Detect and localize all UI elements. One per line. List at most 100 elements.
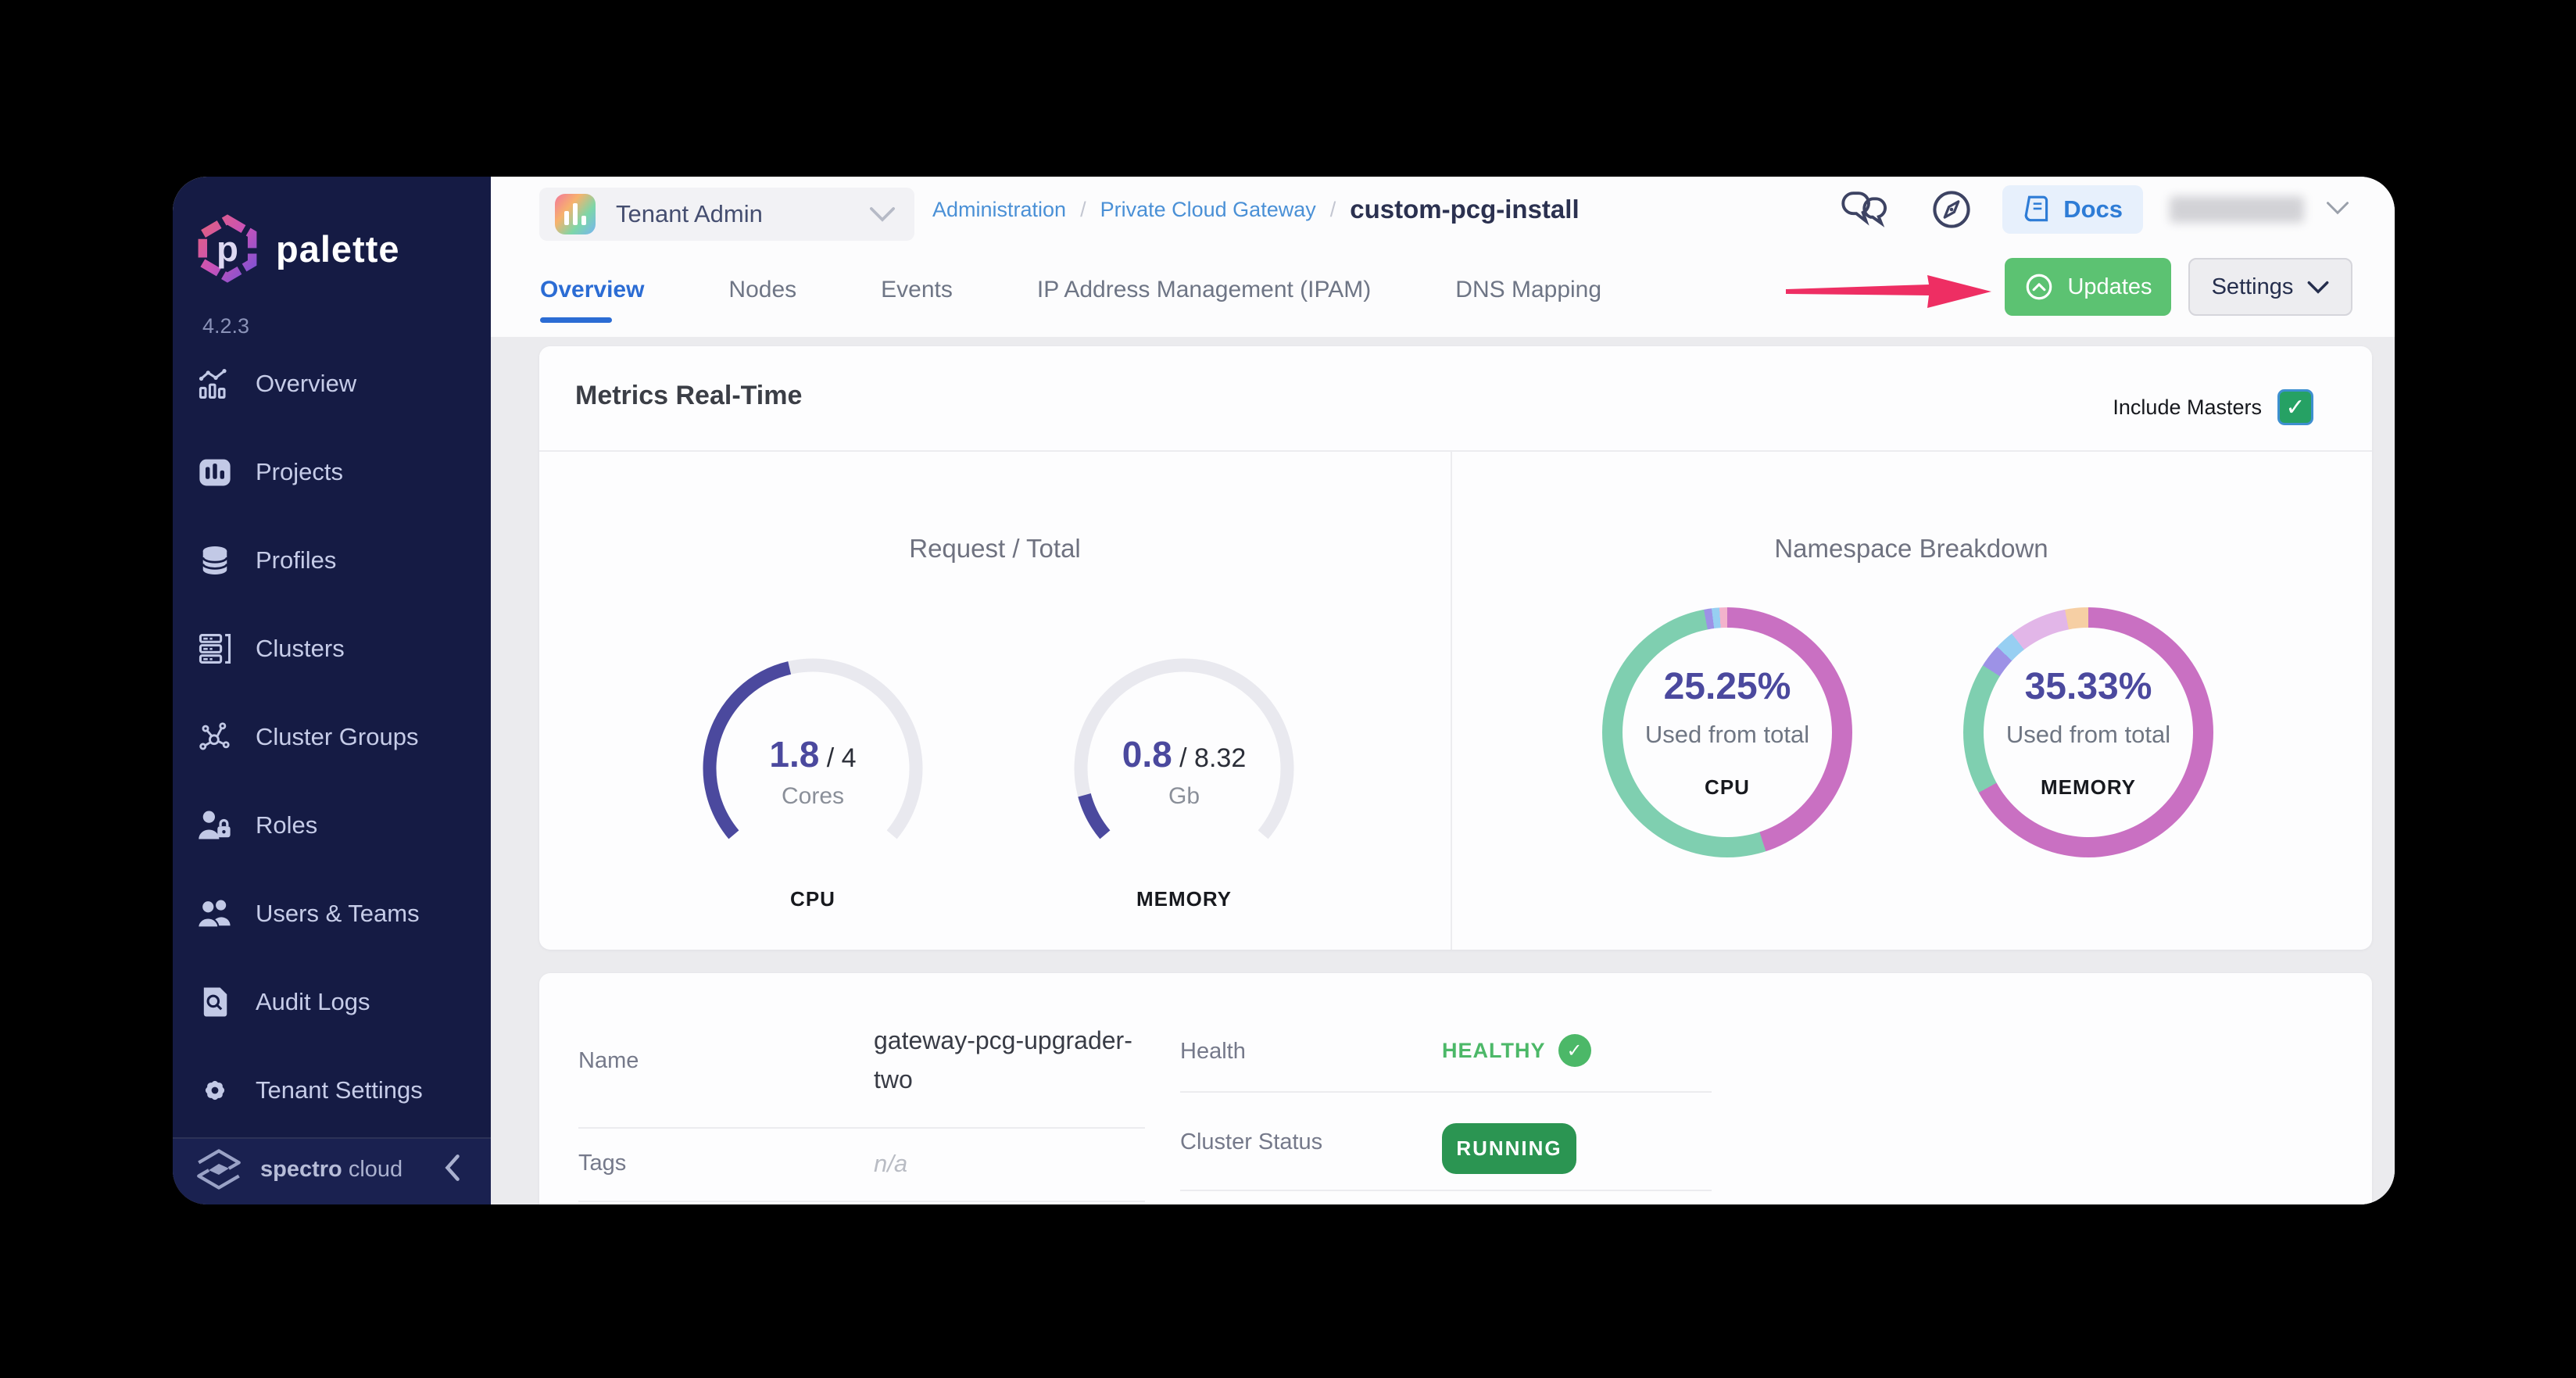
docs-button[interactable]: Docs xyxy=(2002,185,2143,234)
user-menu-button[interactable] xyxy=(2326,201,2349,219)
health-value: HEALTHY xyxy=(1442,1038,1546,1062)
sidebar-item-label: Audit Logs xyxy=(256,987,370,1015)
sidebar-item-label: Overview xyxy=(256,369,357,397)
metrics-real-time-card: Metrics Real-Time Include Masters ✓ Requ… xyxy=(539,346,2372,950)
cluster-status-badge: RUNNING xyxy=(1442,1123,1576,1174)
include-masters-label: Include Masters xyxy=(2113,395,2262,419)
memory-used-percent: 35.33% xyxy=(2024,666,2152,707)
app-version: 4.2.3 xyxy=(202,314,250,338)
profiles-stack-icon xyxy=(202,546,228,574)
main-area: Tenant Admin Administration / Private Cl… xyxy=(491,177,2395,1204)
cluster-groups-icon xyxy=(199,721,230,750)
updates-circle-up-icon xyxy=(2027,274,2052,300)
breadcrumb: Administration / Private Cloud Gateway /… xyxy=(932,177,1580,242)
cpu-unit: Cores xyxy=(781,783,845,809)
healthy-check-icon: ✓ xyxy=(1558,1034,1591,1067)
health-status: HEALTHY ✓ xyxy=(1442,1034,1591,1067)
project-scope-selector[interactable]: Tenant Admin xyxy=(539,188,914,241)
cpu-donut-center: 25.25% Used from total CPU xyxy=(1623,628,1832,837)
cpu-gauge-value: 1.8 / 4 Cores xyxy=(641,733,985,810)
health-label: Health xyxy=(1180,1039,1246,1064)
tab-dns-mapping[interactable]: DNS Mapping xyxy=(1455,276,1602,302)
tabs: Overview Nodes Events IP Address Managem… xyxy=(540,242,1601,337)
audit-logs-icon xyxy=(203,986,227,1017)
sidebar: p palette 4.2.3 xyxy=(173,177,491,1204)
sidebar-item-overview[interactable]: Overview xyxy=(173,339,491,428)
sidebar-item-tenant-settings[interactable]: Tenant Settings xyxy=(173,1046,491,1134)
chat-bubbles-icon xyxy=(1841,191,1887,227)
settings-button[interactable]: Settings xyxy=(2188,258,2352,316)
users-teams-icon xyxy=(197,899,231,929)
sidebar-item-label: Tenant Settings xyxy=(256,1076,423,1104)
sidebar-item-label: Roles xyxy=(256,811,318,839)
chevron-down-icon xyxy=(869,207,896,222)
cpu-total-value: / 4 xyxy=(819,743,857,773)
sidebar-item-roles[interactable]: Roles xyxy=(173,781,491,869)
memory-donut-label: MEMORY xyxy=(2040,775,2137,799)
gateway-details-card: Name gateway-pcg-upgrader-two Tags n/a H… xyxy=(539,973,2372,1204)
vendor-light: cloud xyxy=(348,1156,403,1182)
breadcrumb-separator: / xyxy=(1080,197,1086,221)
docs-label: Docs xyxy=(2063,195,2123,223)
tour-compass-button[interactable] xyxy=(1930,188,1973,231)
vendor-bold: spectro xyxy=(260,1156,342,1182)
active-tab-underline xyxy=(540,317,612,323)
tab-overview[interactable]: Overview xyxy=(540,276,645,302)
memory-used-caption: Used from total xyxy=(2005,721,2171,748)
chevron-down-icon xyxy=(2327,201,2349,214)
sidebar-item-profiles[interactable]: Profiles xyxy=(173,516,491,604)
row-divider xyxy=(1180,1190,1712,1191)
sidebar-item-label: Clusters xyxy=(256,634,345,662)
content: Metrics Real-Time Include Masters ✓ Requ… xyxy=(491,337,2395,1204)
sidebar-footer: spectro cloud xyxy=(173,1139,491,1204)
cpu-used-percent: 25.25% xyxy=(1663,666,1791,707)
sidebar-footer-divider xyxy=(173,1137,491,1139)
sidebar-nav: Overview Projects xyxy=(173,339,491,1134)
sidebar-collapse-button[interactable] xyxy=(442,1152,463,1187)
feedback-chat-button[interactable] xyxy=(1838,189,1887,230)
compass-icon xyxy=(1933,191,1970,228)
tab-events[interactable]: Events xyxy=(881,276,953,302)
overview-chart-icon xyxy=(199,368,227,399)
card-header-divider xyxy=(539,450,2372,452)
updates-button[interactable]: Updates xyxy=(2005,258,2171,316)
app-window: p palette 4.2.3 xyxy=(173,177,2395,1204)
sidebar-item-label: Cluster Groups xyxy=(256,722,419,750)
sidebar-item-label: Profiles xyxy=(256,546,337,574)
palette-hexagon-icon: p xyxy=(198,214,257,283)
tenant-settings-gear-icon xyxy=(205,1080,225,1100)
chevron-down-icon xyxy=(2307,281,2329,294)
sidebar-item-projects[interactable]: Projects xyxy=(173,428,491,516)
tags-value: n/a xyxy=(874,1150,908,1177)
memory-gauge-label: MEMORY xyxy=(1136,887,1233,911)
row-divider xyxy=(578,1201,1145,1202)
sidebar-item-label: Users & Teams xyxy=(256,899,420,927)
memory-gauge-value: 0.8 / 8.32 Gb xyxy=(1012,733,1356,810)
user-menu-name-redacted[interactable] xyxy=(2170,196,2304,223)
cpu-request-gauge xyxy=(696,651,930,886)
request-total-title: Request / Total xyxy=(909,534,1081,563)
row-divider xyxy=(578,1127,1145,1129)
sidebar-item-clusters[interactable]: Clusters xyxy=(173,604,491,693)
palette-logo: p palette xyxy=(193,213,400,285)
breadcrumb-administration[interactable]: Administration xyxy=(932,197,1067,221)
cpu-namespace-donut: 25.25% Used from total CPU xyxy=(1602,607,1852,857)
tab-ipam[interactable]: IP Address Management (IPAM) xyxy=(1036,276,1372,302)
cpu-used-caption: Used from total xyxy=(1644,721,1810,748)
memory-total-value: / 8.32 xyxy=(1172,743,1247,773)
sidebar-item-users-teams[interactable]: Users & Teams xyxy=(173,869,491,957)
spectro-cloud-logo-icon xyxy=(197,1149,241,1190)
tab-nodes[interactable]: Nodes xyxy=(728,276,797,302)
chevron-left-icon xyxy=(445,1154,460,1181)
sidebar-item-audit-logs[interactable]: Audit Logs xyxy=(173,957,491,1046)
breadcrumb-private-cloud-gateway[interactable]: Private Cloud Gateway xyxy=(1100,197,1316,221)
tenant-admin-icon xyxy=(555,194,596,234)
roles-user-lock-icon xyxy=(199,810,231,839)
project-scope-label: Tenant Admin xyxy=(616,200,763,227)
sidebar-item-label: Projects xyxy=(256,457,343,485)
tags-label: Tags xyxy=(578,1151,627,1176)
include-masters-control: Include Masters ✓ xyxy=(2113,388,2313,426)
include-masters-checkbox[interactable]: ✓ xyxy=(2277,389,2313,425)
sidebar-item-cluster-groups[interactable]: Cluster Groups xyxy=(173,693,491,781)
